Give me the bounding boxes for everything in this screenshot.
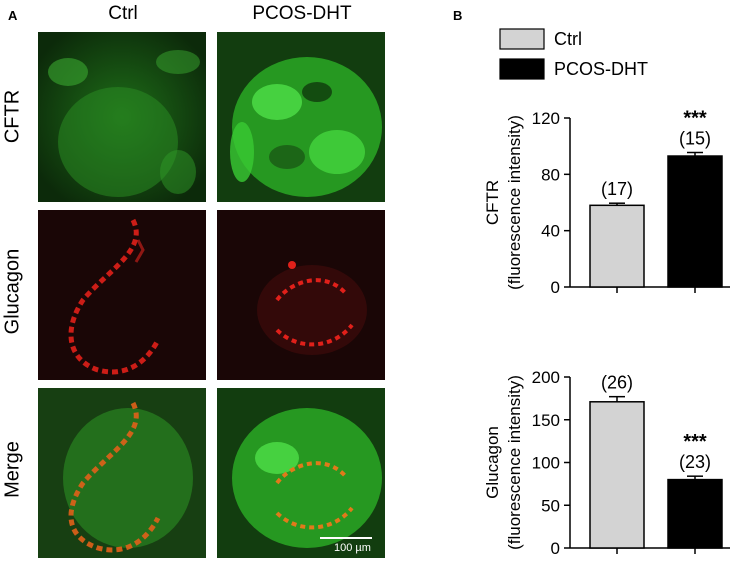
scale-bar <box>320 537 372 539</box>
n-label: (15) <box>679 129 711 149</box>
micrograph-glucagon-pcos <box>217 210 385 380</box>
column-label-pcos-dht: PCOS-DHT <box>252 3 352 24</box>
micrograph-glucagon-ctrl <box>38 210 206 380</box>
micrograph-cftr-ctrl <box>38 32 206 202</box>
panel-b-charts: Ctrl PCOS-DHT 0 40 80 120 CFTR (fluorescence in… <box>440 0 737 570</box>
n-label: (26) <box>601 373 633 393</box>
y-tick-label: 80 <box>541 165 560 184</box>
micrograph-merge-ctrl <box>38 388 206 558</box>
row-label-merge: Merge <box>1 441 24 498</box>
y-tick-label: 120 <box>532 109 560 128</box>
y-tick-label: 150 <box>532 411 560 430</box>
y-tick-label: 0 <box>551 278 560 297</box>
row-label-cftr: CFTR <box>1 89 24 144</box>
panel-a-letter: A <box>8 8 18 23</box>
significance-label: *** <box>683 108 707 130</box>
bar <box>667 155 723 288</box>
bar <box>589 401 645 549</box>
y-tick-label: 50 <box>541 496 560 515</box>
scale-bar-label: 100 µm <box>334 542 371 554</box>
n-label: (23) <box>679 452 711 472</box>
legend-swatch <box>499 58 545 80</box>
legend-swatch <box>499 28 545 50</box>
column-label-ctrl: Ctrl <box>108 3 138 24</box>
legend-label: Ctrl <box>554 29 582 49</box>
micrograph-merge-pcos <box>217 388 385 558</box>
y-tick-label: 200 <box>532 368 560 387</box>
n-label: (17) <box>601 179 633 199</box>
bar <box>667 478 723 549</box>
y-axis-label: CFTR <box>483 180 502 225</box>
y-tick-label: 40 <box>541 222 560 241</box>
y-axis-label: (fluorescence intensity) <box>505 375 524 550</box>
row-label-glucagon: Glucagon <box>1 248 24 335</box>
panel-b-letter: B <box>453 8 463 23</box>
micrograph-cftr-pcos <box>217 32 385 202</box>
legend-label: PCOS-DHT <box>554 59 648 79</box>
bar <box>589 204 645 288</box>
significance-label: *** <box>683 431 707 453</box>
y-tick-label: 0 <box>551 539 560 558</box>
y-tick-label: 100 <box>532 454 560 473</box>
y-axis-label: Glucagon <box>483 426 502 499</box>
y-axis-label: (fluorescence intensity) <box>505 115 524 290</box>
